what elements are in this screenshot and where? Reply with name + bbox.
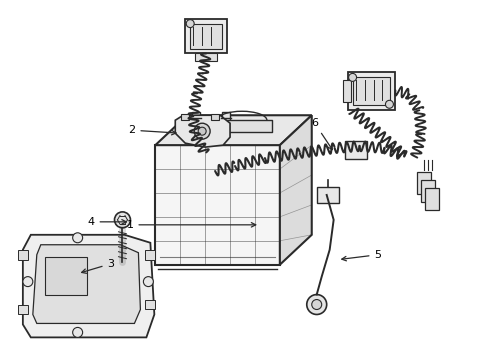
Text: 5: 5 <box>341 250 381 261</box>
Bar <box>155 145 279 265</box>
Circle shape <box>143 276 153 287</box>
Circle shape <box>23 276 33 287</box>
Bar <box>145 250 155 260</box>
Bar <box>195 54 217 62</box>
Circle shape <box>73 328 82 337</box>
Bar <box>211 114 219 120</box>
Bar <box>316 187 338 203</box>
Bar <box>45 257 86 294</box>
Circle shape <box>311 300 321 310</box>
Polygon shape <box>279 115 311 265</box>
Bar <box>185 19 226 54</box>
Bar <box>344 141 366 159</box>
Circle shape <box>73 233 82 243</box>
Bar <box>352 77 389 105</box>
Polygon shape <box>23 235 154 337</box>
Bar <box>145 300 155 310</box>
Circle shape <box>194 123 210 139</box>
Text: 6: 6 <box>310 118 332 150</box>
Bar <box>190 24 222 49</box>
Bar <box>416 172 430 194</box>
Bar <box>425 188 438 210</box>
Text: 4: 4 <box>87 217 126 227</box>
Polygon shape <box>175 115 229 147</box>
Polygon shape <box>155 115 311 145</box>
Text: 2: 2 <box>128 125 176 135</box>
Bar <box>18 250 28 260</box>
Circle shape <box>385 100 393 108</box>
Bar <box>222 112 229 126</box>
Text: 3: 3 <box>81 259 114 273</box>
Text: 1: 1 <box>126 220 255 230</box>
Bar <box>342 80 350 102</box>
Bar <box>192 112 200 126</box>
Circle shape <box>348 73 356 81</box>
Circle shape <box>186 20 194 28</box>
Bar <box>181 114 189 120</box>
Bar <box>18 305 28 315</box>
Circle shape <box>114 212 130 228</box>
Bar <box>212 120 271 132</box>
Circle shape <box>306 294 326 315</box>
Bar <box>347 72 395 110</box>
Bar <box>421 180 434 202</box>
Circle shape <box>198 127 206 135</box>
Polygon shape <box>33 245 140 323</box>
